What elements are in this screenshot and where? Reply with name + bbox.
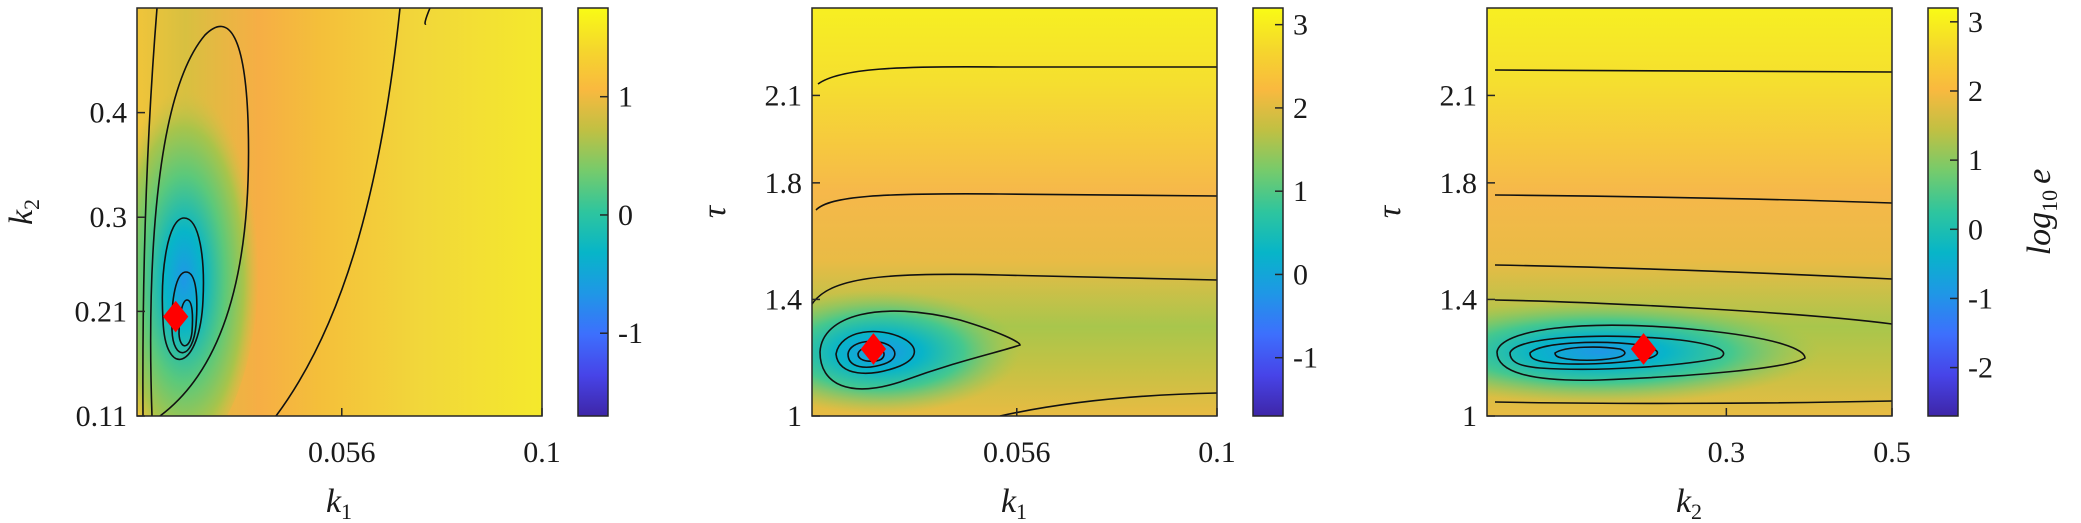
x-axis: 0.3 0.5 [1708, 408, 1911, 469]
colorbar-ticks: -1 0 1 2 3 [1275, 9, 1318, 375]
contour-line [817, 65, 1217, 85]
optimum-marker [163, 300, 189, 333]
y-tick-label: 0.11 [76, 400, 127, 433]
x-axis-label: k1 [326, 483, 352, 523]
contour-line [812, 273, 1217, 305]
colorbar-tick-label: 1 [1293, 175, 1308, 208]
colorbar-ticks: -2 -1 0 1 2 3 [1950, 6, 1993, 385]
y-axis: 1 1.4 1.8 2.1 [1440, 79, 1495, 433]
colorbar-tick-label: 2 [1968, 75, 1983, 108]
plot-frame [136, 7, 543, 417]
contour-line [1494, 69, 1892, 73]
contour-line [424, 8, 431, 25]
panel-k2-tau: 0.3 0.5 1 1.4 1.8 2.1 k2 τ -2 -1 0 1 2 3 log10e [1371, 6, 2062, 523]
contour-line [1529, 341, 1659, 365]
colorbar-tick-label: 1 [1968, 144, 1983, 177]
contour-line [161, 217, 205, 361]
colorbar-tick-label: 0 [1968, 213, 1983, 246]
optimum-marker [1630, 333, 1657, 365]
colorbar-label: log10e [2021, 169, 2062, 256]
colorbar-tick-label: 3 [1968, 6, 1983, 39]
x-tick-label: 0.056 [308, 436, 376, 469]
x-tick-label: 0.056 [983, 436, 1051, 469]
contour-line [1494, 299, 1892, 325]
colorbar-tick-label: 0 [1293, 258, 1308, 291]
optimum-marker [860, 333, 887, 365]
y-axis-label: k2 [3, 199, 44, 225]
y-tick-label: 2.1 [765, 79, 803, 112]
y-tick-label: 1.4 [1440, 283, 1478, 316]
y-tick-label: 1 [787, 400, 802, 433]
contour-line [1554, 346, 1626, 362]
contour-line [999, 392, 1217, 416]
optimum-diamond-marker [163, 300, 189, 333]
contour-line [171, 271, 198, 354]
contour-line [815, 193, 1217, 211]
colorbar-tick-label: 3 [1293, 9, 1308, 42]
optimum-diamond-marker [1630, 333, 1657, 365]
error-basin [137, 70, 259, 416]
optimum-diamond-marker [860, 333, 887, 365]
x-tick-label: 0.3 [1708, 436, 1746, 469]
y-axis-label: τ [1371, 204, 1408, 218]
y-tick-label: 0.21 [75, 295, 128, 328]
contour-line [142, 8, 158, 416]
colorbar-tick-label: -1 [1968, 282, 1993, 315]
y-tick-label: 0.4 [90, 97, 128, 130]
colorbar-tick-label: -1 [618, 317, 643, 350]
heatmap-surface [1487, 8, 1892, 416]
x-tick-label: 0.1 [523, 436, 561, 469]
error-basin [812, 290, 1020, 414]
colorbar-tick-label: 1 [618, 81, 633, 114]
x-axis-label: k1 [1001, 483, 1027, 523]
contour-line [847, 340, 896, 368]
panel-k1-tau: 0.056 0.1 1 1.4 1.8 2.1 k1 τ -1 0 1 2 3 [696, 7, 1318, 523]
panel-k1-k2: 0.056 0.1 0.11 0.21 0.3 0.4 k1 k2 -1 0 1 [3, 7, 643, 523]
colorbar [1252, 7, 1284, 417]
y-tick-label: 0.3 [90, 201, 128, 234]
contour-line [1494, 264, 1892, 280]
colorbar-tick-label: -2 [1968, 352, 1993, 385]
y-tick-label: 1 [1462, 400, 1477, 433]
contour-line [1496, 324, 1806, 382]
x-tick-label: 0.5 [1873, 436, 1911, 469]
x-tick-label: 0.1 [1198, 436, 1236, 469]
x-axis-label: k2 [1676, 483, 1702, 523]
colorbar-tick-label: -1 [1293, 342, 1318, 375]
x-axis: 0.056 0.1 [983, 408, 1236, 469]
contour-line [1509, 335, 1725, 371]
contour-line [819, 310, 1021, 390]
contour-line [1494, 400, 1892, 405]
colorbar [1927, 7, 1959, 417]
contour-line [275, 8, 401, 416]
contour-line [1494, 194, 1892, 204]
colorbar-tick-label: 0 [618, 199, 633, 232]
colorbar [577, 7, 609, 417]
plot-frame [1486, 7, 1893, 417]
y-tick-label: 1.8 [765, 167, 803, 200]
contour-line [149, 25, 250, 416]
y-axis-label: τ [696, 204, 733, 218]
y-axis: 1 1.4 1.8 2.1 [765, 79, 820, 433]
plot-frame [811, 7, 1218, 417]
colorbar-ticks: -1 0 1 [600, 81, 643, 350]
y-tick-label: 1.4 [765, 283, 803, 316]
x-axis: 0.056 0.1 [308, 408, 561, 469]
y-axis: 0.11 0.21 0.3 0.4 [75, 97, 145, 433]
heatmap-surface [137, 8, 542, 416]
y-tick-label: 2.1 [1440, 79, 1478, 112]
contour-line [835, 330, 916, 375]
colorbar-tick-label: 2 [1293, 92, 1308, 125]
y-tick-label: 1.8 [1440, 167, 1478, 200]
